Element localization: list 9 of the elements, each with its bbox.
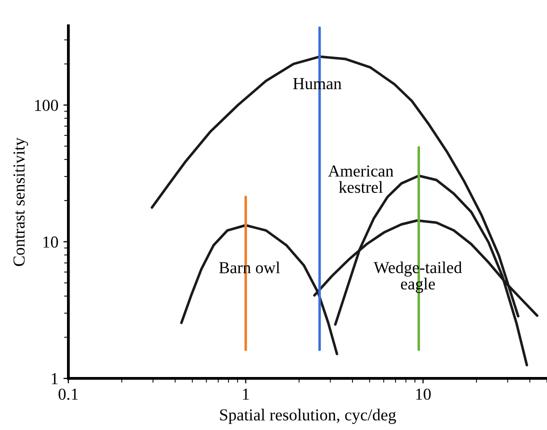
- annotation: American kestrel: [328, 165, 394, 193]
- x-tick-label: 1: [243, 388, 249, 400]
- y-axis-title: Contrast sensitivity: [13, 138, 28, 266]
- y-tick-label: 10: [43, 236, 58, 248]
- x-axis-title: Spatial resolution, cyc/deg: [220, 408, 396, 424]
- x-tick-label: 0.1: [58, 388, 78, 400]
- y-tick-label: 100: [35, 100, 58, 111]
- x-tick-label: 10: [416, 388, 431, 400]
- y-tick-label: 1: [52, 373, 58, 384]
